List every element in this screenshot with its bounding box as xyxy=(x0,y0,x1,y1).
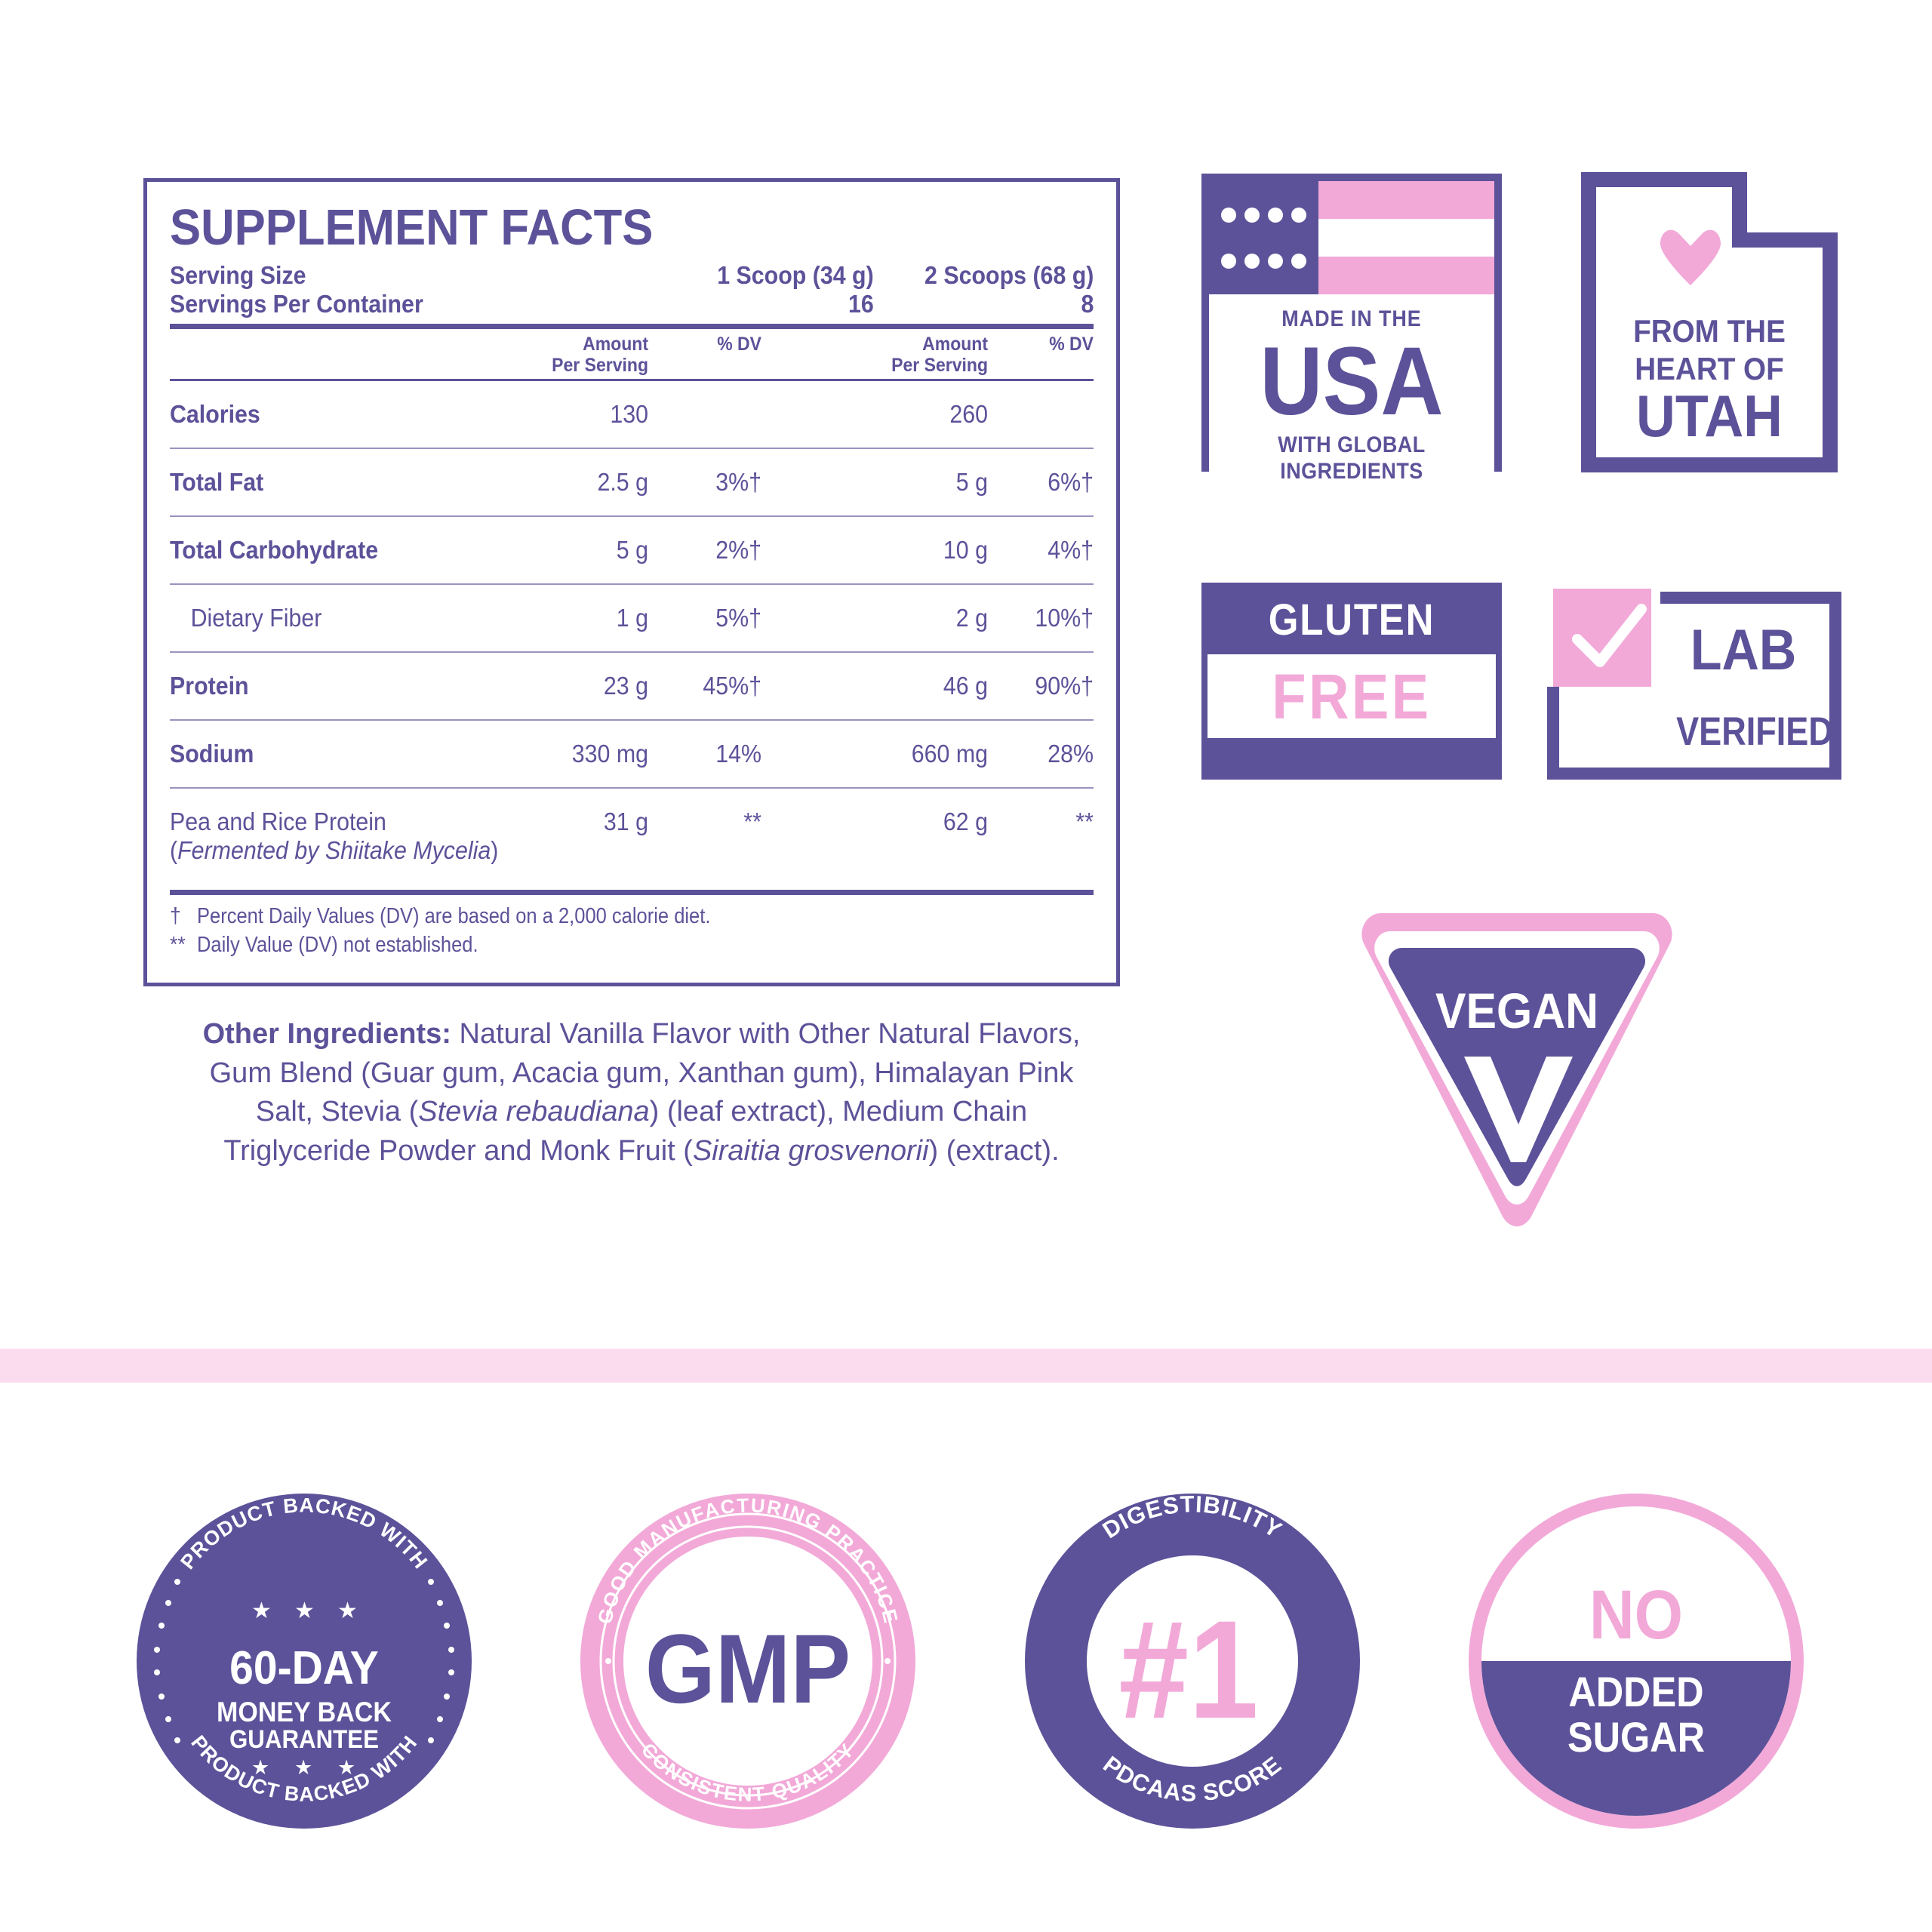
svg-text:ADDED: ADDED xyxy=(1568,1669,1703,1716)
svg-text:GUARANTEE: GUARANTEE xyxy=(229,1724,379,1754)
svg-text:SUGAR: SUGAR xyxy=(1567,1715,1705,1761)
svg-text:#1: #1 xyxy=(1118,1592,1258,1748)
svg-text:★: ★ xyxy=(251,1598,272,1623)
svg-text:NO: NO xyxy=(1589,1576,1683,1654)
svg-text:GMP: GMP xyxy=(645,1614,851,1724)
svg-text:★: ★ xyxy=(251,1756,269,1779)
svg-text:★: ★ xyxy=(294,1756,312,1779)
svg-text:★: ★ xyxy=(337,1598,358,1623)
svg-text:★: ★ xyxy=(294,1598,315,1623)
svg-text:UTAH: UTAH xyxy=(1636,383,1783,448)
svg-text:60-DAY: 60-DAY xyxy=(229,1641,379,1694)
svg-text:VERIFIED: VERIFIED xyxy=(1676,709,1833,754)
svg-text:VEGAN: VEGAN xyxy=(1435,984,1598,1039)
svg-text:★: ★ xyxy=(337,1756,355,1779)
svg-text:HEART OF: HEART OF xyxy=(1635,350,1783,386)
svg-text:LAB: LAB xyxy=(1690,619,1797,682)
svg-text:FROM THE: FROM THE xyxy=(1633,312,1786,349)
svg-text:MONEY BACK: MONEY BACK xyxy=(217,1697,392,1728)
